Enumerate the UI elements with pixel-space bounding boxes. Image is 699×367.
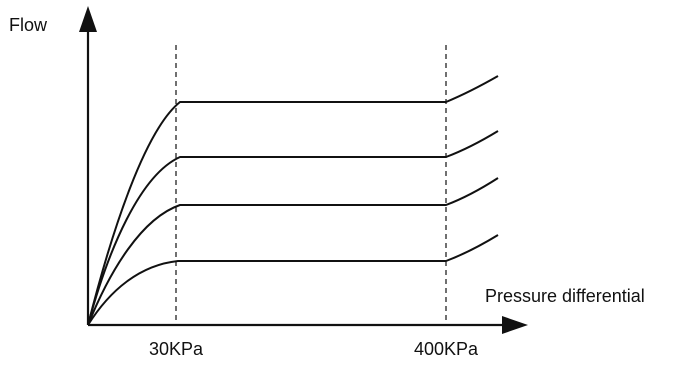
flow-curve-4 [87, 234, 499, 326]
y-axis-arrow [79, 6, 97, 32]
x-axis-arrow [502, 316, 528, 334]
y-axis-label: Flow [9, 15, 48, 35]
flow-curve-1 [87, 75, 499, 326]
flow-curves [87, 75, 499, 326]
flow-curve-2 [87, 130, 499, 326]
marker-label-400kpa: 400KPa [414, 339, 479, 359]
flow-curve-3 [87, 177, 499, 326]
marker-label-30kpa: 30KPa [149, 339, 204, 359]
x-axis-label: Pressure differential [485, 286, 645, 306]
